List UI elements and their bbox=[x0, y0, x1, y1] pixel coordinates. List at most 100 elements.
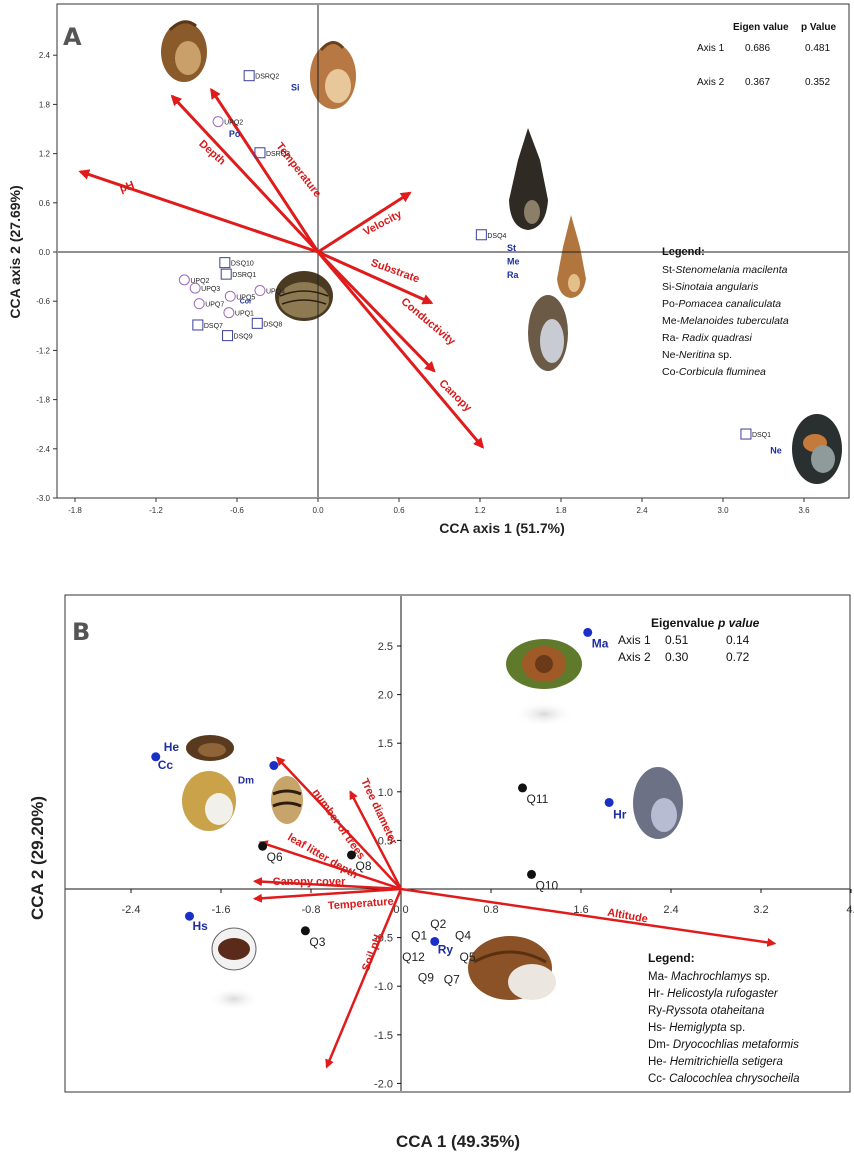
panel-b-stats-axis1: Axis 1 bbox=[618, 633, 651, 647]
panel-b-vector-label: Soil pH bbox=[360, 933, 384, 973]
shell-hs-picture bbox=[208, 927, 260, 1011]
panel-b-x-tick-label: 2.4 bbox=[663, 904, 678, 916]
shell-ra-picture bbox=[528, 295, 568, 371]
panel-b-site-label: Q2 bbox=[430, 917, 446, 931]
panel-b-vector-label: Canopy cover bbox=[273, 876, 346, 888]
panel-b-stats-p2: 0.72 bbox=[726, 650, 750, 664]
panel-b-stats-p1: 0.14 bbox=[726, 633, 750, 647]
panel-b-legend-item: Hs- Hemiglypta sp. bbox=[648, 1022, 745, 1034]
panel-a-site-label: UPQ2 bbox=[190, 278, 209, 285]
panel-b-species-label: Dm bbox=[238, 776, 254, 787]
panel-a-vector-velocity bbox=[317, 191, 412, 254]
shell-si-picture bbox=[161, 20, 207, 82]
panel-b-x-tick-label: 0.0 bbox=[393, 904, 408, 916]
panel-b-y-tick-label: 0.5 bbox=[378, 835, 393, 847]
panel-b-species-label: He bbox=[164, 740, 180, 754]
shell-ma-picture bbox=[506, 639, 582, 727]
panel-a-x-tick-label: 1.8 bbox=[555, 506, 567, 515]
panel-a-site-label: DSQ4 bbox=[487, 233, 506, 240]
panel-a-species-label: St bbox=[507, 243, 516, 253]
panel-a-site-marker bbox=[254, 285, 266, 297]
panel-b-x-tick-label: -1.6 bbox=[212, 904, 231, 916]
panel-a-x-tick-label: -1.8 bbox=[68, 506, 82, 515]
panel-a-x-tick-label: -1.2 bbox=[149, 506, 163, 515]
panel-b-site-label: Q7 bbox=[444, 972, 460, 986]
panel-b-y-tick-label: -1.0 bbox=[374, 981, 393, 993]
panel-b-species-dot bbox=[430, 936, 440, 946]
panel-b-vector bbox=[258, 840, 402, 891]
panel-a-stats-eigen1: 0.686 bbox=[745, 43, 770, 54]
shell-he-picture bbox=[186, 735, 234, 761]
panel-a-legend-item: Me-Melanoides tuberculata bbox=[662, 315, 789, 327]
panel-b-site-label: Q4 bbox=[455, 929, 471, 943]
panel-b-vector bbox=[252, 887, 402, 903]
panel-b-vector bbox=[349, 790, 403, 890]
panel-a-species-label: Cor bbox=[240, 299, 252, 306]
panel-a-vector-ph bbox=[78, 169, 319, 254]
panel-a-site-label: UPQ1 bbox=[235, 311, 254, 318]
panel-a-vector-substrate bbox=[317, 250, 434, 305]
panel-b-species-label: Hr bbox=[613, 807, 627, 821]
panel-a-xlabel: CCA axis 1 (51.7%) bbox=[439, 520, 565, 536]
panel-b-site-label: Q12 bbox=[402, 950, 425, 964]
panel-a-x-tick-label: 3.0 bbox=[717, 506, 729, 515]
panel-a-stats-p1: 0.481 bbox=[805, 43, 830, 54]
panel-b-plot: -2.4 -1.6 -0.8 0.0 0.8 1.6 2.4 3.2 4. 2.5 2.0 1.5 1.… bbox=[66, 596, 854, 1091]
panel-a-site-marker bbox=[219, 257, 231, 269]
panel-b-legend-item: Ry-Ryssota otaheitana bbox=[648, 1005, 764, 1017]
panel-b-species-dot bbox=[185, 911, 194, 921]
panel-a-legend-item: Po-Pomacea canaliculata bbox=[662, 298, 781, 310]
panel-a-vector-label: Depth bbox=[196, 138, 227, 168]
panel-a-site-label: DSQ7 bbox=[204, 323, 223, 330]
panel-a-site-label: DSQ9 bbox=[234, 334, 253, 341]
panel-b-vector bbox=[400, 887, 777, 947]
panel-b-legend-item: Dm- Dryocochlias metaformis bbox=[648, 1039, 799, 1051]
panel-b-site-label: Q9 bbox=[418, 970, 434, 984]
panel-a-legend-item: Ne-Neritina sp. bbox=[662, 349, 732, 361]
panel-a-x-tick-label: 1.2 bbox=[474, 506, 486, 515]
panel-b-vector bbox=[325, 888, 403, 1069]
panel-b-species-dot bbox=[151, 752, 161, 762]
panel-b-site-label: Q10 bbox=[536, 878, 559, 892]
panel-a-site-label: DSQ10 bbox=[231, 261, 254, 268]
panel-a-stats-eigen2: 0.367 bbox=[745, 77, 770, 88]
panel-b-site-dot bbox=[518, 783, 527, 793]
panel-b-y-tick-label: 2.5 bbox=[378, 641, 393, 653]
panel-a-vector-temperature bbox=[210, 87, 320, 253]
panel-a-x-tick-label: 0.6 bbox=[393, 506, 405, 515]
panel-a-vector-conductivity bbox=[316, 250, 436, 373]
panel-a-y-tick-label: 0.0 bbox=[39, 248, 51, 257]
panel-b-site-label: Q3 bbox=[309, 935, 325, 949]
panel-a-site-label: UPQ4 bbox=[266, 289, 285, 296]
panel-b-ylabel: CCA 2 (29.20%) bbox=[28, 796, 47, 920]
shell-ry-picture bbox=[468, 936, 556, 1000]
panel-b-vector-label: Temperature bbox=[328, 896, 395, 913]
panel-b-species-label: Ma bbox=[592, 636, 609, 650]
panel-b-x-tick-label: 3.2 bbox=[753, 904, 768, 916]
panel-a-stats-header-eigen: Eigen value bbox=[733, 22, 789, 33]
panel-a-site-label: DSRQ3 bbox=[266, 151, 290, 158]
panel-a-vector-depth bbox=[170, 94, 320, 254]
panel-a-y-tick-label: 2.4 bbox=[39, 51, 51, 60]
panel-b-vector bbox=[252, 877, 402, 891]
panel-b-y-tick-label: 1.5 bbox=[378, 738, 393, 750]
panel-a-legend-title: Legend: bbox=[662, 246, 705, 258]
panel-a-site-marker bbox=[243, 70, 255, 82]
panel-a-species-label: Po bbox=[229, 129, 241, 139]
panel-a-site-label: UPQ3 bbox=[201, 286, 220, 293]
panel-b-legend-title: Legend: bbox=[648, 951, 695, 965]
panel-a-site-label: DSRQ2 bbox=[255, 74, 279, 81]
shell-hr-picture bbox=[633, 767, 683, 839]
panel-a-frame bbox=[56, 3, 850, 499]
panel-a-letter: A bbox=[63, 23, 82, 51]
panel-a-site-label: UPQ5 bbox=[236, 294, 255, 301]
panel-a-site-label: DSQ1 bbox=[752, 432, 771, 439]
shell-po-picture bbox=[310, 41, 356, 109]
panel-b-site-dot bbox=[258, 841, 268, 851]
panel-a-site-marker bbox=[212, 116, 224, 128]
panel-a-vector-label: Velocity bbox=[361, 208, 404, 239]
panel-a-y-tick-label: -1.8 bbox=[36, 396, 50, 405]
panel-a-species-label: Me bbox=[507, 256, 520, 266]
panel-a-y-tick-label: 1.8 bbox=[39, 100, 51, 109]
